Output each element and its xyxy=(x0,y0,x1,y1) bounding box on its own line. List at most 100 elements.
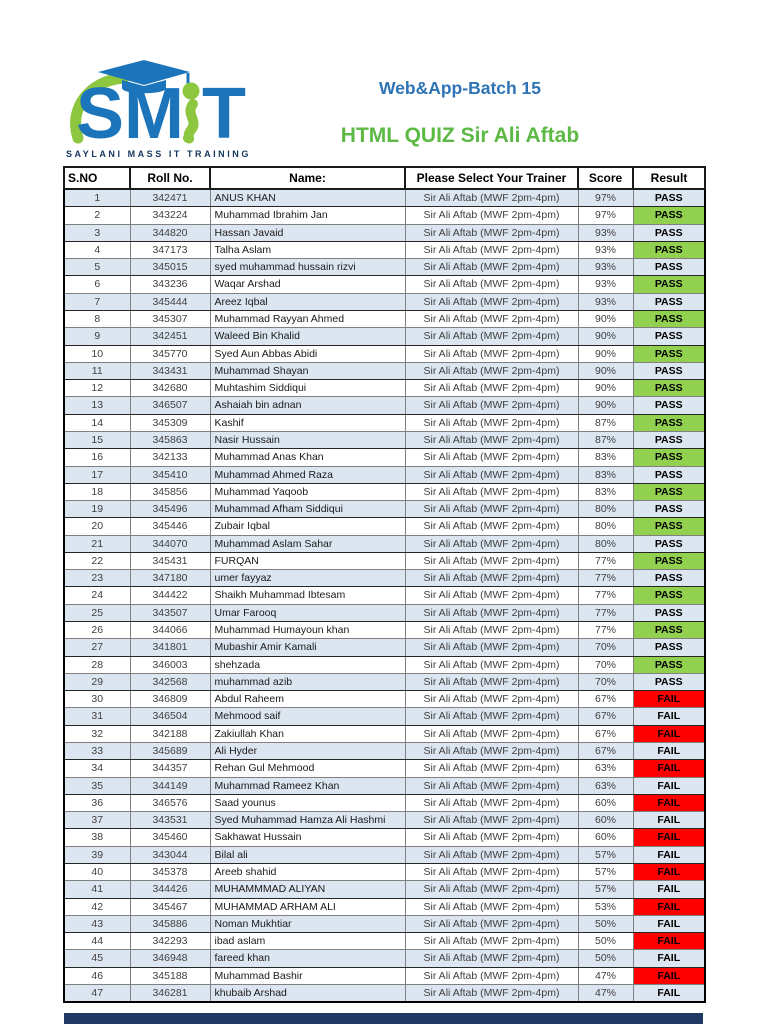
cell-name: MUHAMMMAD ALIYAN xyxy=(209,880,406,899)
table-row: 26 344066 Muhammad Humayoun khan Sir Ali… xyxy=(63,621,706,640)
table-row: 30 346809 Abdul Raheem Sir Ali Aftab (MW… xyxy=(63,690,706,709)
cell-trainer: Sir Ali Aftab (MWF 2pm-4pm) xyxy=(404,551,579,571)
cell-name: Rehan Gul Mehmood xyxy=(209,759,406,778)
cell-trainer: Sir Ali Aftab (MWF 2pm-4pm) xyxy=(404,759,579,778)
cell-score: 77% xyxy=(577,603,634,623)
cell-roll: 342293 xyxy=(129,932,211,951)
cell-name: Bilal ali xyxy=(209,845,406,864)
cell-trainer: Sir Ali Aftab (MWF 2pm-4pm) xyxy=(404,828,579,847)
cell-sno: 8 xyxy=(63,309,131,329)
cell-score: 93% xyxy=(577,223,634,242)
cell-name: Hassan Javaid xyxy=(209,223,406,242)
cell-roll: 346507 xyxy=(129,396,211,415)
cell-trainer: Sir Ali Aftab (MWF 2pm-4pm) xyxy=(404,862,579,882)
cell-name: Syed Aun Abbas Abidi xyxy=(209,344,406,363)
result-badge: PASS xyxy=(632,586,706,605)
header-roll: Roll No. xyxy=(129,166,211,190)
table-row: 38 345460 Sakhawat Hussain Sir Ali Aftab… xyxy=(63,828,706,847)
cell-trainer: Sir Ali Aftab (MWF 2pm-4pm) xyxy=(404,621,579,640)
cell-score: 57% xyxy=(577,845,634,864)
cell-roll: 346809 xyxy=(129,690,211,709)
result-badge: PASS xyxy=(632,275,706,294)
result-badge: PASS xyxy=(632,292,706,311)
cell-score: 67% xyxy=(577,690,634,709)
cell-roll: 343236 xyxy=(129,275,211,294)
cell-score: 63% xyxy=(577,759,634,778)
cell-roll: 343431 xyxy=(129,361,211,381)
cell-name: ANUS KHAN xyxy=(209,188,406,208)
cell-name: Zakiullah Khan xyxy=(209,724,406,744)
table-row: 1 342471 ANUS KHAN Sir Ali Aftab (MWF 2p… xyxy=(63,188,706,208)
cell-roll: 346576 xyxy=(129,793,211,813)
table-row: 18 345856 Muhammad Yaqoob Sir Ali Aftab … xyxy=(63,482,706,502)
cell-score: 97% xyxy=(577,188,634,208)
cell-score: 60% xyxy=(577,811,634,830)
cell-roll: 346003 xyxy=(129,655,211,674)
cell-roll: 345689 xyxy=(129,741,211,761)
cell-sno: 1 xyxy=(63,188,131,208)
result-badge: PASS xyxy=(632,430,706,450)
result-badge: FAIL xyxy=(632,793,706,813)
cell-name: Muhammad Shayan xyxy=(209,361,406,381)
header-name: Name: xyxy=(209,166,406,190)
cell-roll: 346504 xyxy=(129,707,211,726)
table-row: 16 342133 Muhammad Anas Khan Sir Ali Aft… xyxy=(63,448,706,467)
cell-sno: 33 xyxy=(63,741,131,761)
table-row: 11 343431 Muhammad Shayan Sir Ali Aftab … xyxy=(63,361,706,381)
result-badge: FAIL xyxy=(632,828,706,847)
cell-sno: 36 xyxy=(63,793,131,813)
cell-roll: 342680 xyxy=(129,379,211,398)
cell-roll: 345886 xyxy=(129,914,211,934)
cell-roll: 346948 xyxy=(129,949,211,968)
table-row: 45 346948 fareed khan Sir Ali Aftab (MWF… xyxy=(63,949,706,968)
cell-name: shehzada xyxy=(209,655,406,674)
cell-score: 60% xyxy=(577,828,634,847)
cell-roll: 345378 xyxy=(129,862,211,882)
table-row: 36 346576 Saad younus Sir Ali Aftab (MWF… xyxy=(63,793,706,813)
result-badge: PASS xyxy=(632,465,706,484)
table-row: 17 345410 Muhammad Ahmed Raza Sir Ali Af… xyxy=(63,465,706,484)
cell-name: Muhammad Ahmed Raza xyxy=(209,465,406,484)
cell-name: syed muhammad hussain rizvi xyxy=(209,258,406,277)
cell-trainer: Sir Ali Aftab (MWF 2pm-4pm) xyxy=(404,811,579,830)
cell-name: Mubashir Amir Kamali xyxy=(209,638,406,657)
cell-trainer: Sir Ali Aftab (MWF 2pm-4pm) xyxy=(404,880,579,899)
table-row: 35 344149 Muhammad Rameez Khan Sir Ali A… xyxy=(63,776,706,795)
cell-name: Umar Farooq xyxy=(209,603,406,623)
cell-roll: 345410 xyxy=(129,465,211,484)
result-badge: PASS xyxy=(632,569,706,588)
cell-name: Ali Hyder xyxy=(209,741,406,761)
cell-trainer: Sir Ali Aftab (MWF 2pm-4pm) xyxy=(404,655,579,674)
cell-trainer: Sir Ali Aftab (MWF 2pm-4pm) xyxy=(404,223,579,242)
logo-swoosh xyxy=(70,72,130,144)
table-row: 12 342680 Muhtashim Siddiqui Sir Ali Aft… xyxy=(63,379,706,398)
table-row: 5 345015 syed muhammad hussain rizvi Sir… xyxy=(63,258,706,277)
result-badge: PASS xyxy=(632,379,706,398)
cell-score: 80% xyxy=(577,517,634,536)
cell-trainer: Sir Ali Aftab (MWF 2pm-4pm) xyxy=(404,292,579,311)
cell-roll: 345460 xyxy=(129,828,211,847)
cell-score: 67% xyxy=(577,724,634,744)
cell-name: Syed Muhammad Hamza Ali Hashmi xyxy=(209,811,406,830)
cell-name: Muhammad Yaqoob xyxy=(209,482,406,502)
cell-sno: 18 xyxy=(63,482,131,502)
cell-sno: 37 xyxy=(63,811,131,830)
cell-score: 80% xyxy=(577,534,634,553)
cell-roll: 347180 xyxy=(129,569,211,588)
table-row: 47 346281 khubaib Arshad Sir Ali Aftab (… xyxy=(63,983,706,1003)
result-badge: FAIL xyxy=(632,811,706,830)
cell-score: 60% xyxy=(577,793,634,813)
table-row: 40 345378 Areeb shahid Sir Ali Aftab (MW… xyxy=(63,862,706,882)
cell-sno: 5 xyxy=(63,258,131,277)
cell-score: 57% xyxy=(577,862,634,882)
result-badge: FAIL xyxy=(632,776,706,795)
cell-trainer: Sir Ali Aftab (MWF 2pm-4pm) xyxy=(404,448,579,467)
table-row: 33 345689 Ali Hyder Sir Ali Aftab (MWF 2… xyxy=(63,741,706,761)
cell-roll: 342568 xyxy=(129,672,211,692)
cell-sno: 22 xyxy=(63,551,131,571)
result-badge: PASS xyxy=(632,413,706,432)
cell-sno: 2 xyxy=(63,206,131,225)
cell-name: Muhammad Humayoun khan xyxy=(209,621,406,640)
cell-sno: 3 xyxy=(63,223,131,242)
cell-score: 83% xyxy=(577,465,634,484)
